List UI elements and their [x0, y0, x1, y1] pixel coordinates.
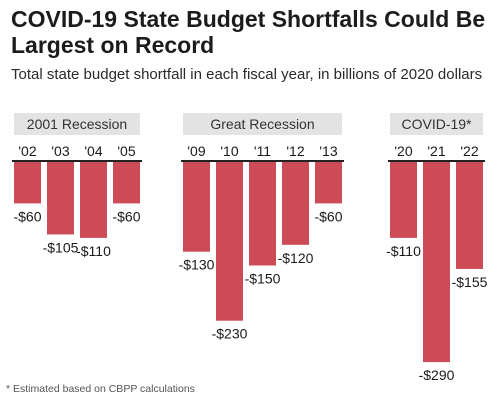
- bar: [423, 162, 450, 363]
- bar: [390, 162, 417, 238]
- data-label: -$110: [76, 243, 111, 259]
- data-label: -$150: [245, 271, 281, 287]
- bar: [80, 162, 107, 238]
- bar: [183, 162, 210, 252]
- bar: [47, 162, 74, 235]
- bar: [113, 162, 140, 204]
- x-tick-label: '02: [18, 143, 36, 159]
- budget-shortfall-bar-chart: 2001 Recession '02 -$60 '03 -$105 '04 -$110 '05…: [12, 113, 488, 380]
- bar: [216, 162, 243, 321]
- x-tick-label: '09: [187, 143, 205, 159]
- x-tick-label: '22: [460, 143, 478, 159]
- data-label: -$155: [452, 274, 488, 290]
- data-label: -$105: [43, 239, 79, 255]
- group-label: Great Recession: [210, 116, 314, 132]
- x-tick-label: '11: [254, 143, 271, 159]
- x-tick-label: '03: [51, 143, 69, 159]
- data-label: -$120: [278, 250, 314, 266]
- group-label-background: [14, 113, 140, 135]
- x-tick-label: '04: [84, 143, 102, 159]
- x-tick-label: '12: [286, 143, 304, 159]
- bar: [315, 162, 342, 204]
- chart-subtitle: Total state budget shortfall in each fis…: [11, 66, 483, 83]
- x-tick-label: '20: [394, 143, 412, 159]
- x-tick-label: '05: [117, 143, 135, 159]
- group-label-background: [390, 113, 483, 135]
- data-label: -$60: [112, 208, 140, 224]
- group-label: 2001 Recession: [27, 116, 127, 132]
- footnote: * Estimated based on CBPP calculations: [6, 383, 195, 395]
- data-label: -$60: [314, 208, 342, 224]
- data-label: -$230: [212, 326, 248, 342]
- data-label: -$130: [179, 257, 215, 273]
- data-label: -$60: [13, 208, 41, 224]
- x-tick-label: '10: [220, 143, 238, 159]
- group-label-background: [183, 113, 342, 135]
- data-label: -$290: [419, 367, 455, 380]
- chart-title: COVID-19 State Budget Shortfalls Could B…: [11, 6, 486, 58]
- group-label: COVID-19*: [401, 116, 472, 132]
- bar: [249, 162, 276, 266]
- bar: [14, 162, 41, 204]
- x-tick-label: '21: [427, 143, 445, 159]
- bar: [456, 162, 483, 269]
- bar: [282, 162, 309, 245]
- x-tick-label: '13: [319, 143, 337, 159]
- data-label: -$110: [386, 243, 421, 259]
